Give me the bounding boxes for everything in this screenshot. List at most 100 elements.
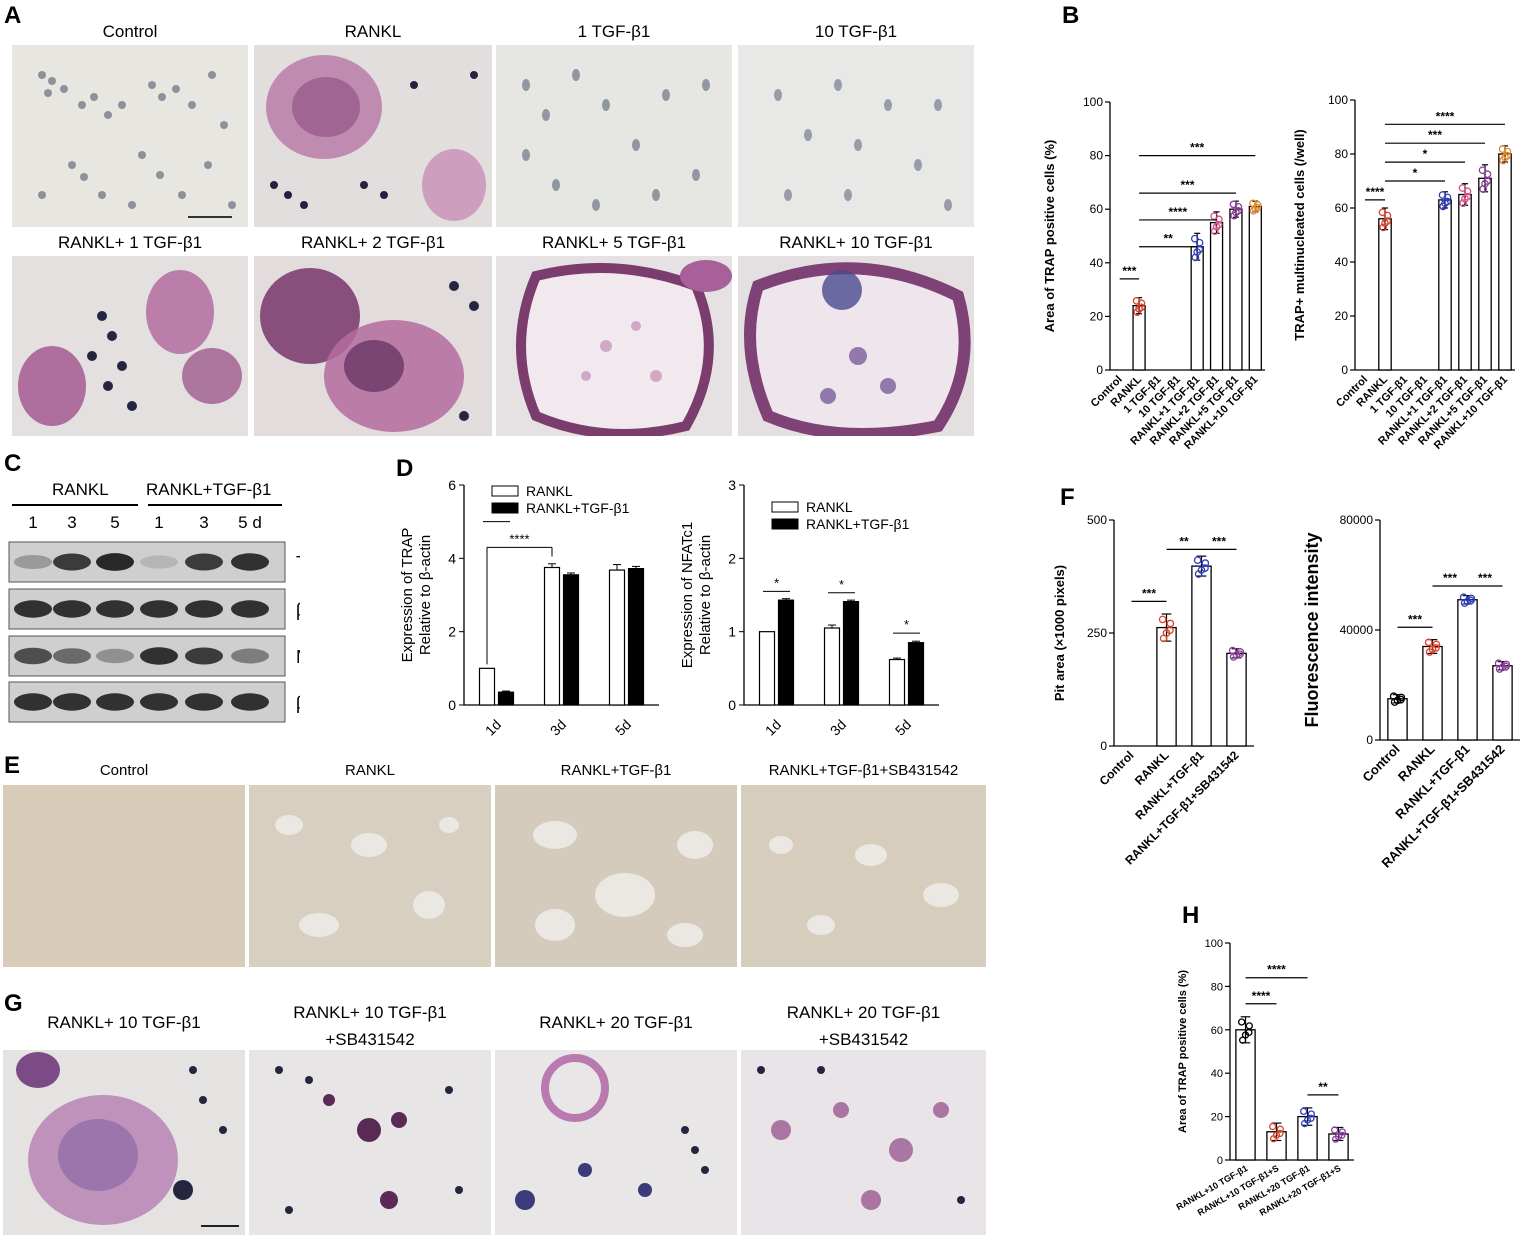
wb-band-label: β-actin — [296, 600, 300, 620]
wb-band — [231, 693, 269, 711]
data-point — [1158, 615, 1167, 624]
y-tick-label: 40 — [1211, 1068, 1223, 1080]
y-axis-label: Expression of NFATc1 — [679, 522, 696, 668]
data-point — [1397, 695, 1405, 704]
wb-band — [185, 600, 223, 618]
data-point — [1210, 227, 1219, 236]
panel-a-caption: RANKL+ 5 TGF-β1 — [541, 233, 687, 252]
micrograph-rankl — [254, 45, 492, 227]
significance-label: **** — [1436, 109, 1455, 123]
data-point — [1201, 559, 1210, 567]
data-point — [1432, 640, 1441, 649]
panel-a-caption: RANKL+ 10 TGF-β1 — [779, 233, 933, 252]
y-tick-label: 40 — [1335, 255, 1349, 269]
y-tick-label: 250 — [1087, 626, 1107, 640]
wb-band — [53, 693, 91, 711]
bar — [777, 599, 795, 706]
panel-letter-g: G — [4, 990, 23, 1017]
bar — [1209, 221, 1224, 371]
bar — [497, 691, 515, 706]
data-point — [1201, 564, 1209, 572]
y-tick-label: 40000 — [1340, 623, 1374, 637]
x-tick-label: Control — [1097, 748, 1137, 788]
data-point — [1307, 1114, 1315, 1122]
legend-label: RANKL — [806, 499, 853, 515]
bar — [543, 566, 561, 706]
legend-swatch — [771, 501, 799, 513]
micrograph-rankl-2-tgf — [254, 256, 492, 436]
micrograph-g4 — [741, 1050, 986, 1235]
cell-pattern — [266, 55, 486, 221]
data-point — [1502, 662, 1510, 671]
panel-a-caption: 10 TGF-β1 — [814, 22, 898, 41]
cell-pattern — [38, 71, 236, 218]
wb-lane-label: 1 — [154, 513, 163, 532]
data-point — [1166, 619, 1175, 628]
micrograph-rankl-5-tgf — [496, 256, 732, 436]
wb-band — [140, 600, 178, 618]
bar — [1248, 205, 1262, 371]
pit-pattern — [275, 815, 459, 937]
micrograph-g2 — [249, 1050, 491, 1235]
x-tick-label: 1d — [482, 716, 504, 738]
bar — [1190, 246, 1204, 371]
data-point — [1463, 187, 1472, 196]
bar — [1156, 626, 1177, 747]
wb-band-label: β-actin — [296, 693, 300, 713]
y-tick-label: 80000 — [1340, 513, 1374, 527]
y-tick-label: 40 — [1090, 256, 1104, 270]
y-tick-label: 80 — [1090, 149, 1104, 163]
data-point — [1190, 234, 1199, 243]
data-point — [1432, 644, 1440, 652]
pit-image-rankl-tgf — [495, 785, 737, 967]
legend-label: RANKL+TGF-β1 — [526, 500, 630, 516]
bar — [1457, 599, 1478, 741]
chart-f2: 0 40000 80000 Fluorescence intensity Control… — [1302, 513, 1520, 871]
data-point — [1331, 1126, 1339, 1134]
bar — [1492, 665, 1513, 741]
data-point — [1191, 253, 1200, 262]
panel-a-caption: Control — [102, 22, 158, 41]
wb-band — [140, 555, 178, 569]
y-tick-label: 100 — [1328, 93, 1348, 107]
wb-band — [14, 554, 52, 570]
wb-band — [96, 553, 134, 571]
y-tick-label: 0 — [728, 697, 736, 713]
y-tick-label: 100 — [1205, 938, 1223, 950]
wb-band — [14, 693, 52, 711]
wb-band — [231, 600, 269, 618]
wb-lane-label: 5 d — [238, 513, 262, 532]
bar — [1229, 208, 1243, 371]
panel-g-caption-2: +SB431542 — [818, 1030, 909, 1049]
pit-image-control — [3, 785, 245, 967]
significance-label: *** — [1408, 612, 1422, 626]
cell-pattern — [515, 1054, 709, 1210]
bar — [907, 642, 925, 706]
significance-label: *** — [1443, 571, 1457, 585]
data-point — [1503, 151, 1512, 160]
wb-lane-label: 1 — [28, 513, 37, 532]
wb-band — [231, 648, 269, 664]
data-point — [1381, 219, 1389, 227]
significance-label: *** — [1180, 178, 1194, 192]
data-point — [1467, 596, 1475, 605]
significance-label: * — [494, 506, 499, 521]
wb-group-label: RANKL+TGF-β1 — [146, 480, 272, 499]
data-point — [1253, 203, 1262, 212]
data-point — [1238, 1036, 1247, 1044]
data-point — [1137, 303, 1146, 312]
legend-label: RANKL+TGF-β1 — [806, 516, 910, 532]
pit-pattern — [769, 836, 959, 935]
significance-label: **** — [1168, 205, 1187, 219]
bar — [562, 574, 580, 706]
data-point — [1443, 197, 1452, 206]
micrograph-g1 — [3, 1050, 245, 1235]
panel-g-caption: RANKL+ 20 TGF-β1 — [539, 1013, 693, 1032]
panel-a-caption: 1 TGF-β1 — [577, 22, 651, 41]
cell-pattern — [275, 1066, 463, 1214]
bar — [888, 658, 906, 706]
y-tick-label: 20 — [1335, 309, 1349, 323]
bar — [608, 569, 626, 706]
panel-letter-d: D — [396, 455, 414, 482]
data-point — [1425, 648, 1434, 656]
